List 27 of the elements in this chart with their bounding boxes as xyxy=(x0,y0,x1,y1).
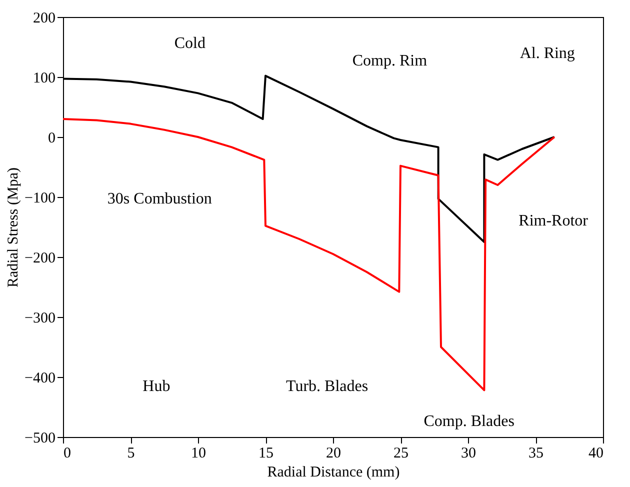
y-tick-label: −200 xyxy=(24,250,56,266)
annotation: Hub xyxy=(142,378,170,395)
annotation: Comp. Rim xyxy=(352,52,428,70)
annotation: Cold xyxy=(174,35,206,52)
y-tick-label: −300 xyxy=(24,310,56,326)
annotation: Al. Ring xyxy=(520,45,575,62)
x-axis-title: Radial Distance (mm) xyxy=(267,464,400,480)
y-tick-label: 200 xyxy=(33,10,56,26)
y-tick-label: 100 xyxy=(33,70,56,86)
annotation: Turb. Blades xyxy=(286,378,368,395)
x-tick-label: 35 xyxy=(528,446,544,462)
y-axis-title: Radial Stress (Mpa) xyxy=(6,168,22,288)
x-tick-label: 30 xyxy=(461,446,476,462)
y-tick-label: −100 xyxy=(24,190,56,206)
x-tick-label: 25 xyxy=(394,446,408,462)
x-tick-label: 20 xyxy=(326,446,341,462)
annotation: Comp. Blades xyxy=(424,413,514,430)
annotation: Rim-Rotor xyxy=(518,212,589,230)
x-tick-label: 40 xyxy=(588,446,604,462)
x-tick-label: 0 xyxy=(64,446,71,462)
x-tick-label: 15 xyxy=(258,446,274,462)
y-tick-label: −400 xyxy=(24,370,56,386)
y-tick-label: −500 xyxy=(24,430,56,446)
annotation: 30s Combustion xyxy=(107,190,212,208)
y-tick-label: 0 xyxy=(48,130,56,146)
x-tick-label: 5 xyxy=(127,446,135,462)
x-tick-label: 10 xyxy=(191,446,206,462)
